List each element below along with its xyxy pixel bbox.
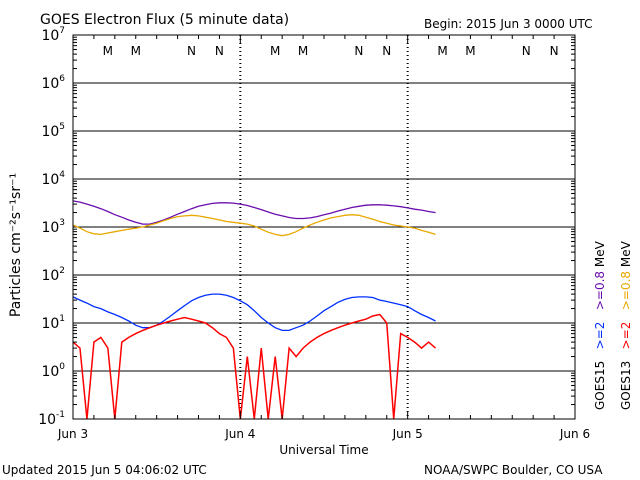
event-marker-n: N — [187, 44, 196, 58]
x-tick-label: Jun 4 — [224, 427, 255, 441]
y-tick-label: 106 — [41, 74, 65, 92]
grid — [73, 34, 575, 420]
event-marker-n: N — [354, 44, 363, 58]
event-marker-n: N — [215, 44, 224, 58]
series-line-0 — [72, 200, 436, 225]
x-tick-label: Jun 6 — [559, 427, 590, 441]
y-tick-label: 107 — [41, 26, 65, 44]
series-line-1 — [72, 214, 436, 237]
y-tick-label: 101 — [41, 314, 65, 332]
x-tick-label: Jun 3 — [57, 427, 88, 441]
event-marker-m: M — [437, 44, 447, 58]
x-axis-label: Universal Time — [279, 443, 368, 457]
series-lines — [72, 200, 437, 420]
y-tick-label: 104 — [41, 170, 65, 188]
chart-title: GOES Electron Flux (5 minute data) — [40, 12, 289, 28]
credit: NOAA/SWPC Boulder, CO USA — [424, 463, 603, 477]
event-marker-m: M — [270, 44, 280, 58]
begin-time: Begin: 2015 Jun 3 0000 UTC — [424, 17, 593, 31]
x-ticks: Jun 3 Jun 4 Jun 5 Jun 6 — [57, 35, 590, 441]
x-tick-label: Jun 5 — [392, 427, 423, 441]
y-tick-label: 100 — [41, 362, 65, 380]
y-tick-label: 105 — [41, 122, 65, 140]
y-tick-label: 102 — [41, 266, 65, 284]
legend-column-goes15: GOES15 >=2 >=0.8 MeV — [593, 240, 607, 410]
event-marker-n: N — [550, 44, 559, 58]
y-ticks: 107 106 105 104 103 102 101 100 10-1 — [38, 26, 575, 428]
series-line-3 — [72, 313, 437, 420]
event-marker-n: N — [382, 44, 391, 58]
updated-time: Updated 2015 Jun 5 04:06:02 UTC — [2, 463, 207, 477]
y-tick-label: 103 — [41, 218, 65, 236]
event-marker-n: N — [522, 44, 531, 58]
event-marker-m: M — [131, 44, 141, 58]
y-tick-label: 10-1 — [38, 410, 65, 428]
event-marker-m: M — [465, 44, 475, 58]
event-marker-m: M — [103, 44, 113, 58]
legend-column-goes13: GOES13 >=2 >=0.8 MeV — [619, 240, 633, 410]
legend: GOES15 >=2 >=0.8 MeV GOES13 >=2 >=0.8 MeV — [593, 240, 633, 410]
series-line-2 — [72, 293, 436, 332]
y-axis-label: Particles cm⁻²s⁻¹sr⁻¹ — [8, 173, 24, 317]
event-marker-m: M — [298, 44, 308, 58]
